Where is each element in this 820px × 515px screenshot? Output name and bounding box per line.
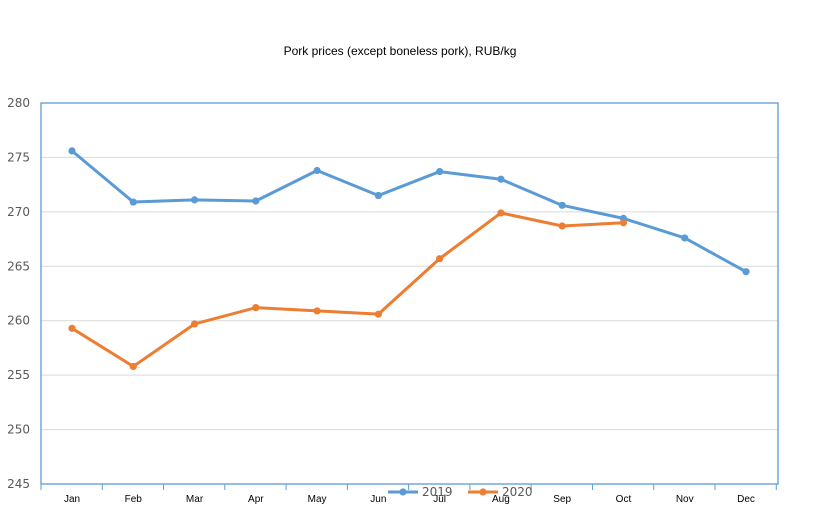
legend-swatch-marker — [399, 488, 407, 496]
data-point — [742, 268, 750, 276]
data-point — [129, 198, 137, 206]
data-point — [558, 222, 566, 230]
data-point — [374, 310, 382, 318]
data-point — [129, 362, 137, 371]
series-line — [70, 149, 748, 274]
x-tick-label: Aug — [492, 494, 510, 505]
y-tick-label: 275 — [7, 150, 30, 164]
data-point — [558, 201, 566, 209]
data-point — [190, 196, 199, 204]
data-point — [252, 304, 260, 312]
legend: 2019 2020 — [388, 485, 533, 499]
y-tick-label: 245 — [7, 477, 30, 491]
data-point — [619, 219, 628, 227]
x-tick-label: Jul — [433, 494, 446, 505]
series-2019 — [68, 147, 750, 276]
data-point — [681, 234, 689, 242]
data-point — [313, 307, 321, 315]
series-2020 — [68, 209, 628, 371]
x-tick-label: Apr — [248, 494, 264, 505]
data-point — [252, 197, 260, 205]
x-tick-label: Oct — [616, 494, 632, 505]
x-tick-label: May — [308, 494, 327, 505]
series-layer — [68, 147, 750, 371]
data-point — [497, 209, 505, 217]
y-tick-label: 280 — [7, 96, 30, 110]
y-tick-label: 260 — [7, 314, 30, 328]
x-tick-label: Jan — [64, 494, 80, 505]
x-tick-label: Dec — [737, 494, 755, 505]
x-tick-label: Sep — [553, 494, 571, 505]
y-tick-label: 265 — [7, 259, 30, 273]
data-point — [374, 191, 382, 200]
legend-label: 2020 — [502, 485, 533, 499]
y-tick-label: 270 — [7, 205, 30, 219]
x-axis-ticks: Jan Feb Mar Apr May Jun Jul Aug Sep Oct Nov Dec — [40, 484, 777, 505]
y-tick-label: 255 — [7, 368, 30, 382]
series-line — [70, 211, 625, 368]
gridlines — [41, 156, 778, 431]
x-tick-label: Mar — [186, 494, 204, 505]
data-point — [436, 167, 444, 176]
data-point — [68, 324, 76, 332]
legend-swatch-marker — [479, 488, 487, 496]
data-point — [190, 320, 199, 328]
plot-area-border — [40, 102, 779, 485]
x-tick-label: Nov — [676, 494, 694, 505]
data-point — [68, 147, 76, 155]
data-point — [436, 255, 444, 263]
y-axis-ticks: 245 250 255 260 265 270 275 280 — [7, 96, 30, 491]
chart-title: Pork prices (except boneless pork), RUB/… — [284, 44, 517, 58]
x-tick-label: Jun — [370, 494, 386, 505]
x-tick-label: Feb — [125, 494, 143, 505]
data-point — [313, 166, 321, 175]
legend-label: 2019 — [422, 485, 453, 499]
data-point — [497, 175, 505, 183]
y-tick-label: 250 — [7, 423, 30, 437]
